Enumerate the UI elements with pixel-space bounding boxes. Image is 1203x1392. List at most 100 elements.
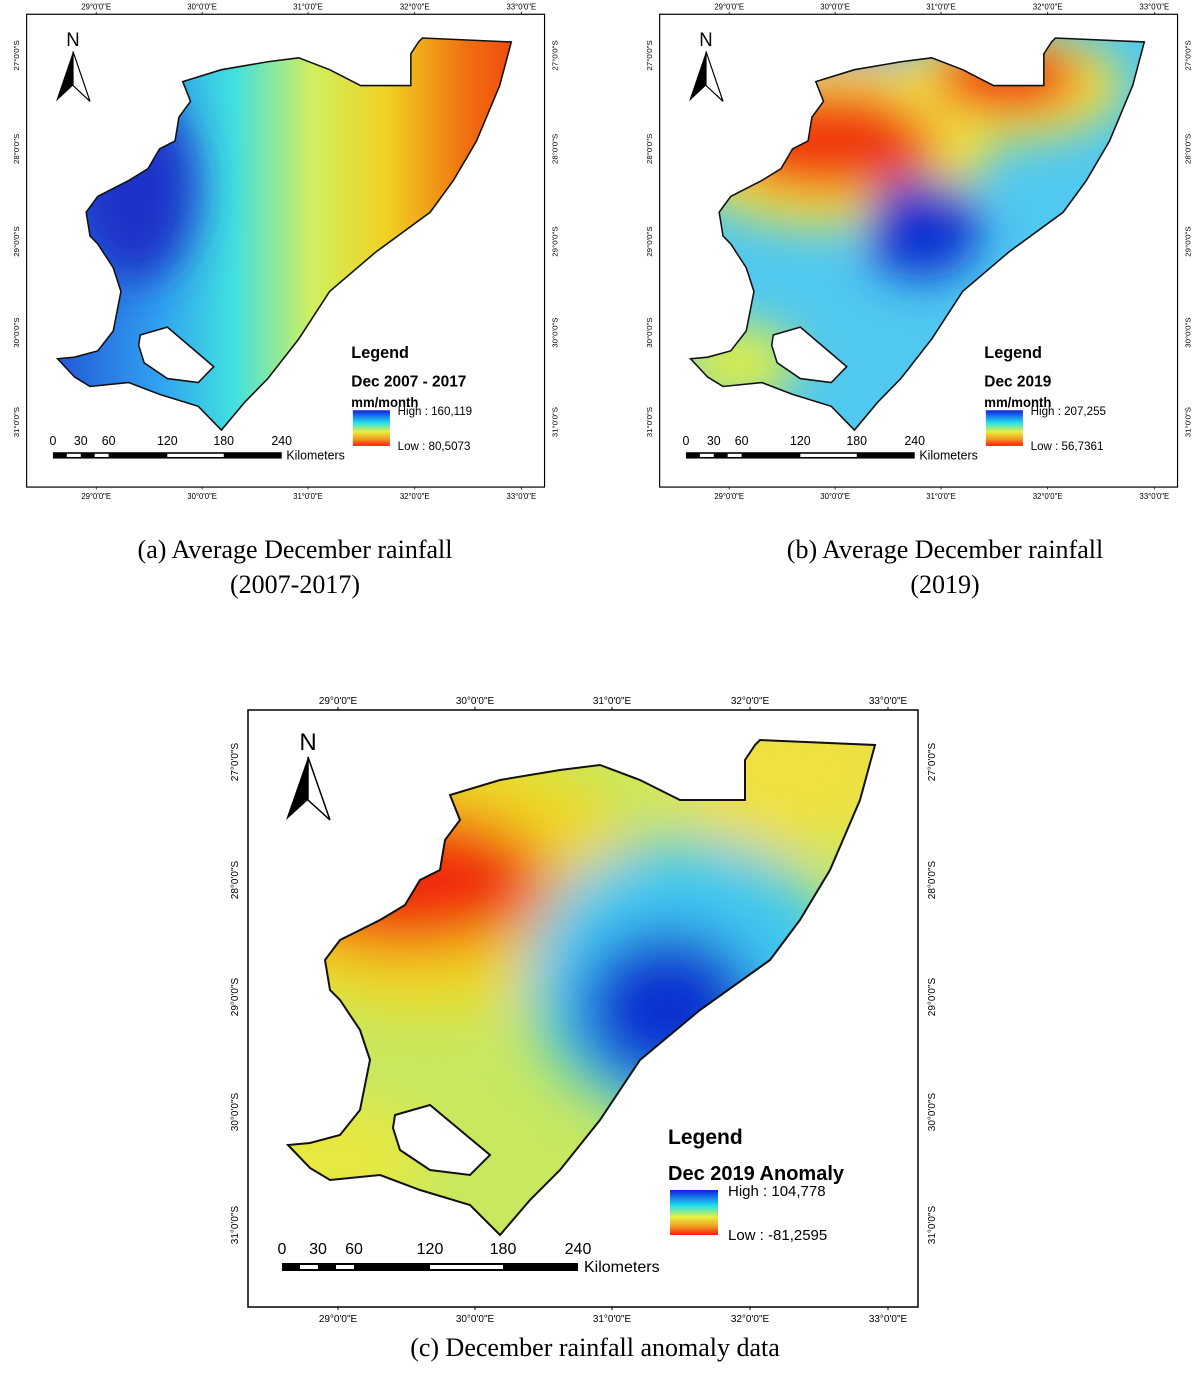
legend-subtitle: Dec 2019 Anomaly bbox=[668, 1163, 845, 1185]
raster-blob bbox=[864, 176, 981, 280]
x-tick-label: 31°0'0"E bbox=[927, 2, 957, 11]
y-tick-label: 29°0'0"S bbox=[551, 226, 560, 256]
x-tick-label: 29°0'0"E bbox=[82, 492, 112, 501]
scale-unit: Kilometers bbox=[287, 448, 345, 462]
north-label: N bbox=[299, 729, 316, 756]
legend-subtitle: Dec 2007 - 2017 bbox=[352, 373, 467, 390]
x-tick-label: 33°0'0"E bbox=[1140, 2, 1170, 11]
x-tick-label: 30°0'0"E bbox=[821, 2, 851, 11]
legend-low: Low : -81,2595 bbox=[728, 1227, 827, 1244]
legend-low: Low : 80,5073 bbox=[398, 440, 471, 453]
y-tick-label: 27°0'0"S bbox=[645, 40, 654, 70]
caption: (b) Average December rainfall (2019) bbox=[645, 532, 1203, 602]
x-tick-label: 32°0'0"E bbox=[731, 1314, 770, 1325]
y-tick-label: 28°0'0"S bbox=[230, 860, 241, 899]
y-tick-label: 29°0'0"S bbox=[645, 226, 654, 256]
y-tick-label: 28°0'0"S bbox=[12, 134, 21, 164]
legend-high: High : 207,255 bbox=[1031, 405, 1107, 418]
scale-label: 240 bbox=[272, 434, 293, 448]
caption-line: (b) Average December rainfall bbox=[786, 535, 1104, 564]
x-tick-label: 32°0'0"E bbox=[400, 492, 430, 501]
y-tick-label: 27°0'0"S bbox=[12, 40, 21, 70]
legend-high: High : 104,778 bbox=[728, 1183, 826, 1200]
legend-title: Legend bbox=[668, 1126, 743, 1149]
x-tick-label: 29°0'0"E bbox=[715, 492, 745, 501]
north-arrow-right bbox=[307, 756, 331, 821]
scale-segment bbox=[300, 1265, 318, 1269]
y-tick-label: 30°0'0"S bbox=[551, 317, 560, 347]
legend-ramp bbox=[353, 410, 391, 446]
legend-low: Low : 56,7361 bbox=[1031, 440, 1104, 453]
y-tick-label: 29°0'0"S bbox=[12, 226, 21, 256]
map-panel: 29°0'0"E 29°0'0"E 30°0'0"E 30°0'0"E 31°0'0"E… bbox=[230, 696, 938, 1325]
y-tick-label: 27°0'0"S bbox=[230, 742, 241, 781]
x-tick-label: 31°0'0"E bbox=[593, 1314, 632, 1325]
x-tick-label: 30°0'0"E bbox=[821, 492, 851, 501]
x-tick-label: 33°0'0"E bbox=[507, 2, 537, 11]
north-arrow-left bbox=[286, 757, 308, 820]
scale-unit: Kilometers bbox=[584, 1259, 660, 1276]
scale-segment bbox=[67, 453, 82, 457]
x-tick-label: 30°0'0"E bbox=[456, 1314, 495, 1325]
map-panel: 29°0'0"E 29°0'0"E 30°0'0"E 30°0'0"E 31°0'0"E… bbox=[645, 2, 1193, 501]
map-panel: 29°0'0"E 29°0'0"E 30°0'0"E 30°0'0"E 31°0'0"E… bbox=[12, 2, 560, 501]
y-tick-label: 31°0'0"S bbox=[1184, 407, 1193, 437]
caption-line: (2019) bbox=[910, 570, 980, 599]
scale-label: 30 bbox=[707, 434, 721, 448]
x-tick-label: 29°0'0"E bbox=[319, 696, 358, 707]
y-tick-label: 31°0'0"S bbox=[551, 407, 560, 437]
caption-line: (2007-2017) bbox=[230, 570, 360, 599]
scale-label: 120 bbox=[417, 1241, 444, 1258]
north-label: N bbox=[67, 29, 80, 50]
scale-label: 120 bbox=[157, 434, 178, 448]
scale-label: 120 bbox=[790, 434, 811, 448]
x-tick-label: 33°0'0"E bbox=[869, 1314, 908, 1325]
province-outline bbox=[285, 738, 877, 1237]
scale-segment bbox=[95, 453, 109, 457]
legend-ramp bbox=[670, 1190, 718, 1235]
scale-label: 0 bbox=[683, 434, 690, 448]
y-tick-label: 28°0'0"S bbox=[1184, 134, 1193, 164]
x-tick-label: 32°0'0"E bbox=[1033, 492, 1063, 501]
north-arrow-right bbox=[72, 51, 91, 102]
scale-label: 180 bbox=[214, 434, 235, 448]
scale-segment bbox=[800, 453, 858, 457]
y-tick-label: 31°0'0"S bbox=[645, 407, 654, 437]
lesotho-hole bbox=[391, 1103, 492, 1177]
scale-label: 240 bbox=[565, 1241, 592, 1258]
caption-line: (c) December rainfall anomaly data bbox=[410, 1333, 780, 1362]
x-tick-label: 32°0'0"E bbox=[1033, 2, 1063, 11]
caption: (c) December rainfall anomaly data bbox=[295, 1330, 895, 1365]
y-tick-label: 27°0'0"S bbox=[551, 40, 560, 70]
x-tick-label: 30°0'0"E bbox=[188, 492, 218, 501]
raster-blob bbox=[668, 740, 875, 850]
x-tick-label: 29°0'0"E bbox=[82, 2, 112, 11]
y-tick-label: 28°0'0"S bbox=[927, 860, 938, 899]
y-tick-label: 27°0'0"S bbox=[927, 742, 938, 781]
scale-segment bbox=[336, 1265, 354, 1269]
y-tick-label: 30°0'0"S bbox=[12, 317, 21, 347]
scale-label: 0 bbox=[50, 434, 57, 448]
x-tick-label: 31°0'0"E bbox=[294, 492, 324, 501]
y-tick-label: 30°0'0"S bbox=[230, 1092, 241, 1131]
y-tick-label: 31°0'0"S bbox=[230, 1205, 241, 1244]
scale-segment bbox=[728, 453, 742, 457]
province-outline bbox=[689, 37, 1146, 432]
legend-unit: mm/month bbox=[985, 395, 1052, 410]
x-tick-label: 31°0'0"E bbox=[593, 696, 632, 707]
scale-label: 240 bbox=[905, 434, 926, 448]
scale-segment bbox=[430, 1265, 503, 1269]
scale-label: 30 bbox=[309, 1241, 327, 1258]
scale-label: 60 bbox=[345, 1241, 363, 1258]
scale-label: 30 bbox=[74, 434, 88, 448]
scale-unit: Kilometers bbox=[920, 448, 978, 462]
x-tick-label: 33°0'0"E bbox=[869, 696, 908, 707]
y-tick-label: 29°0'0"S bbox=[1184, 226, 1193, 256]
x-tick-label: 30°0'0"E bbox=[188, 2, 218, 11]
legend-unit: mm/month bbox=[352, 395, 419, 410]
x-tick-label: 29°0'0"E bbox=[319, 1314, 358, 1325]
x-tick-label: 30°0'0"E bbox=[456, 696, 495, 707]
lesotho-hole bbox=[771, 326, 849, 384]
legend-ramp bbox=[986, 410, 1024, 446]
